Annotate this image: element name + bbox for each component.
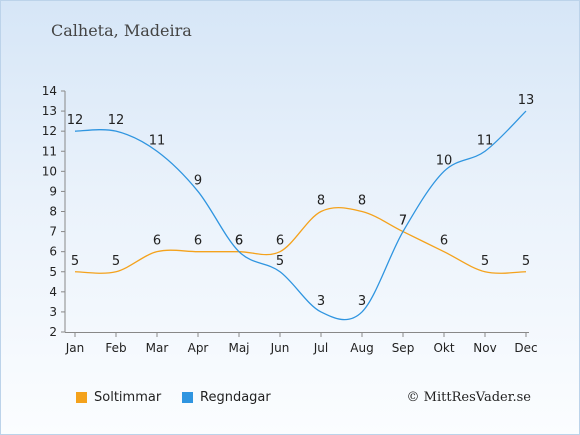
copyright-text: © MittResVader.se bbox=[406, 390, 531, 405]
series-line-soltimmar bbox=[74, 207, 527, 274]
y-tick-label: 5 bbox=[49, 265, 57, 279]
data-label-regndagar: 12 bbox=[67, 113, 84, 128]
data-label-regndagar: 11 bbox=[149, 133, 166, 148]
x-tick-label: Jan bbox=[65, 341, 85, 355]
data-label-regndagar: 10 bbox=[436, 153, 453, 168]
y-tick-label: 14 bbox=[42, 84, 57, 98]
data-label-soltimmar: 6 bbox=[440, 234, 448, 249]
y-tick-label: 10 bbox=[42, 164, 57, 178]
y-tick-label: 3 bbox=[49, 305, 57, 319]
x-tick-label: Mar bbox=[146, 341, 169, 355]
x-tick-label: Jun bbox=[270, 341, 290, 355]
chart-title: Calheta, Madeira bbox=[51, 21, 192, 40]
data-label-soltimmar: 6 bbox=[276, 234, 284, 249]
data-label-soltimmar: 6 bbox=[194, 234, 202, 249]
x-tick-label: Dec bbox=[514, 341, 537, 355]
x-tick-label: Feb bbox=[105, 341, 126, 355]
data-label-soltimmar: 5 bbox=[71, 254, 79, 269]
legend-swatch-regndagar bbox=[182, 392, 193, 403]
x-tick-label: Okt bbox=[433, 341, 454, 355]
y-tick-label: 8 bbox=[49, 205, 57, 219]
y-tick-label: 11 bbox=[42, 144, 57, 158]
y-tick-label: 6 bbox=[49, 245, 57, 259]
y-tick-label: 2 bbox=[49, 325, 57, 339]
legend-label-soltimmar: Soltimmar bbox=[94, 390, 162, 405]
data-label-soltimmar: 5 bbox=[522, 254, 530, 269]
legend-item-regndagar: Regndagar bbox=[182, 390, 271, 405]
y-tick-label: 12 bbox=[42, 124, 57, 138]
legend-label-regndagar: Regndagar bbox=[200, 390, 271, 405]
data-label-regndagar: 3 bbox=[358, 294, 366, 309]
data-label-soltimmar: 8 bbox=[317, 194, 325, 209]
data-label-regndagar: 3 bbox=[317, 294, 325, 309]
x-tick-label: Sep bbox=[392, 341, 415, 355]
data-label-soltimmar: 6 bbox=[153, 234, 161, 249]
x-tick-label: Nov bbox=[473, 341, 496, 355]
y-tick-label: 13 bbox=[42, 104, 57, 118]
data-label-regndagar: 11 bbox=[477, 133, 494, 148]
data-label-regndagar: 13 bbox=[518, 93, 535, 108]
x-tick-label: Jul bbox=[313, 341, 328, 355]
data-label-regndagar: 6 bbox=[235, 234, 243, 249]
data-label-soltimmar: 5 bbox=[481, 254, 489, 269]
y-tick-label: 4 bbox=[49, 285, 57, 299]
data-label-soltimmar: 8 bbox=[358, 194, 366, 209]
data-label-soltimmar: 6 bbox=[235, 234, 243, 249]
y-tick-label: 7 bbox=[49, 225, 57, 239]
series-lines bbox=[74, 110, 527, 321]
data-label-regndagar: 9 bbox=[194, 173, 202, 188]
legend-item-soltimmar: Soltimmar bbox=[76, 390, 161, 405]
data-label-soltimmar: 7 bbox=[399, 214, 407, 229]
series-line-regndagar bbox=[74, 110, 527, 321]
data-label-regndagar: 5 bbox=[276, 254, 284, 269]
data-label-soltimmar: 5 bbox=[112, 254, 120, 269]
y-tick-label: 9 bbox=[49, 184, 57, 198]
x-tick-label: Aug bbox=[350, 341, 373, 355]
data-label-regndagar: 12 bbox=[108, 113, 125, 128]
x-tick-label: Maj bbox=[228, 341, 249, 355]
data-label-regndagar: 7 bbox=[399, 214, 407, 229]
legend-swatch-soltimmar bbox=[76, 392, 87, 403]
x-tick-label: Apr bbox=[188, 341, 209, 355]
